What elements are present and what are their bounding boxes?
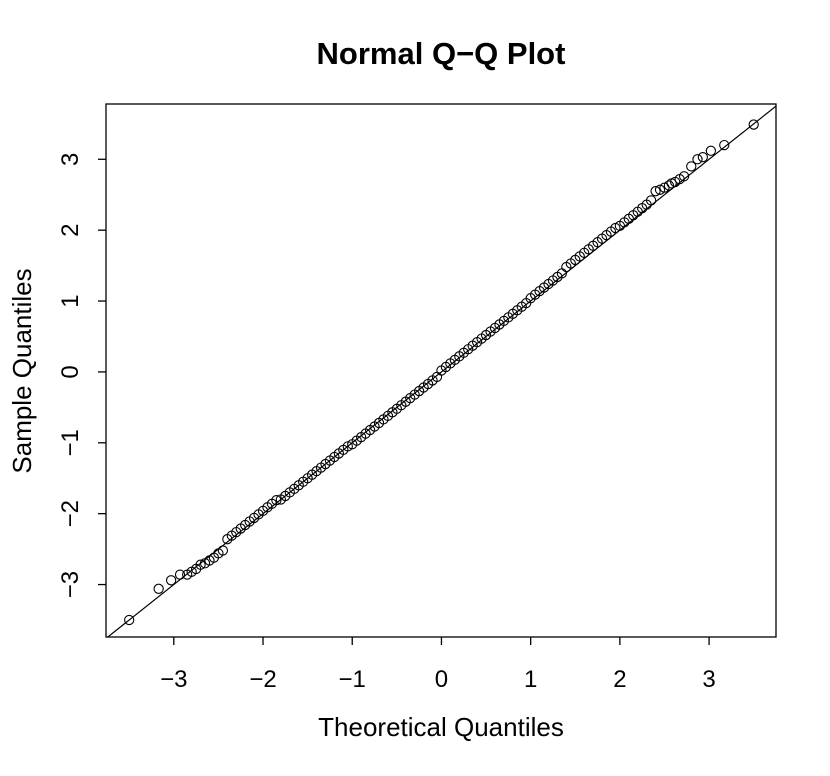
y-axis-label: Sample Quantiles [7, 268, 37, 473]
point [153, 583, 164, 594]
point [678, 171, 690, 182]
y-tick-label: 0 [57, 365, 84, 378]
point [748, 119, 759, 130]
point [697, 152, 708, 163]
y-tick-label: −2 [57, 500, 84, 527]
y-tick-label: 3 [57, 153, 84, 166]
reference-line [106, 105, 776, 637]
point [165, 575, 177, 586]
point [217, 545, 229, 556]
point [195, 559, 206, 570]
x-tick-label: −2 [249, 666, 276, 693]
x-axis-label: Theoretical Quantiles [318, 712, 564, 742]
x-tick-label: −3 [160, 666, 187, 693]
x-tick-label: 1 [524, 666, 537, 693]
point [663, 180, 675, 191]
point [719, 139, 730, 151]
x-tick-label: −1 [339, 666, 366, 693]
y-tick-label: −1 [57, 429, 84, 456]
x-tick-label: 2 [613, 666, 626, 693]
y-tick-label: 1 [57, 294, 84, 307]
point [650, 186, 661, 197]
chart-title: Normal Q−Q Plot [317, 36, 566, 71]
y-tick-label: 2 [57, 223, 84, 236]
x-tick-label: 0 [435, 666, 448, 693]
point [271, 495, 282, 506]
point [692, 154, 703, 165]
point [174, 569, 186, 580]
point [124, 614, 135, 626]
plot-area [106, 105, 776, 637]
point [686, 161, 697, 172]
y-tick-label: −3 [57, 571, 84, 598]
point [645, 195, 657, 206]
x-tick-label: 3 [702, 666, 715, 693]
point [705, 145, 717, 156]
